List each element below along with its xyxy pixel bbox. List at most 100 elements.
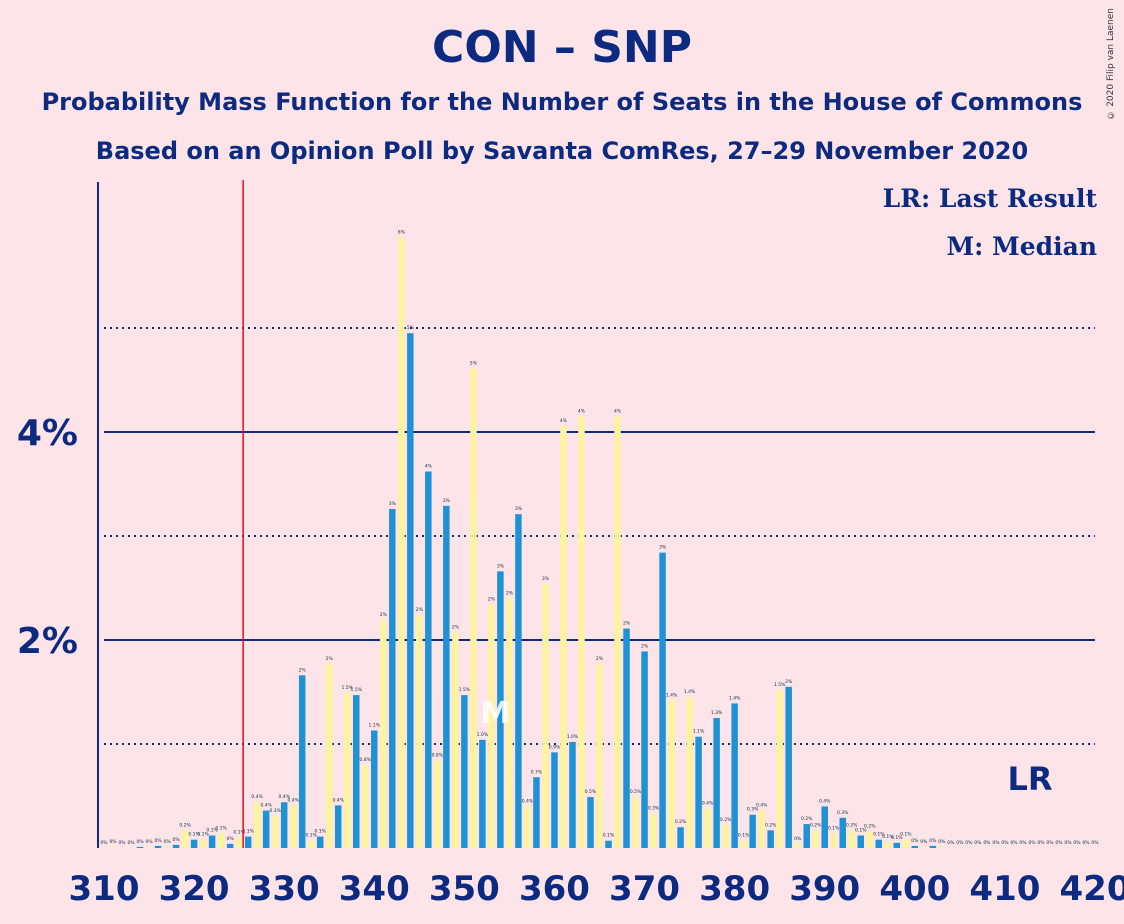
bar-value-label: 0.1% — [215, 825, 227, 831]
bar-value-label: 0.4% — [278, 794, 290, 800]
bar-value-label: 0% — [136, 839, 144, 845]
bar — [316, 836, 324, 848]
bar-value-label: 1.5% — [342, 685, 354, 691]
bar — [776, 689, 783, 848]
bar-value-label: 2% — [623, 621, 631, 627]
bar-value-label: 2% — [452, 625, 460, 631]
bar — [731, 703, 738, 848]
x-tick-label: 320 — [159, 869, 230, 909]
bar-value-label: 0.1% — [891, 835, 903, 841]
bar-value-label: 0% — [965, 840, 973, 846]
bar-value-label: 0.4% — [522, 798, 534, 804]
bar-value-label: 0.1% — [242, 829, 254, 835]
x-tick-label: 380 — [699, 869, 770, 909]
bar — [470, 368, 477, 848]
bar-value-label: 0% — [956, 840, 964, 846]
bar-value-label: 0% — [1028, 840, 1036, 846]
x-tick-label: 400 — [879, 869, 950, 909]
bar-value-label: 0.1% — [882, 834, 894, 840]
bar — [515, 514, 522, 848]
bar — [479, 739, 486, 848]
bar-value-label: 0% — [1073, 840, 1081, 846]
bar-value-label: 0.1% — [855, 828, 867, 834]
bar — [362, 764, 369, 848]
bar-value-label: 0.1% — [738, 833, 750, 839]
bar-value-label: 0% — [1037, 840, 1045, 846]
bar-value-label: 0.7% — [531, 769, 543, 775]
bar-value-label: 2% — [785, 679, 793, 685]
bar — [713, 718, 720, 848]
bar-value-label: 0% — [127, 840, 135, 846]
x-tick-label: 350 — [429, 869, 500, 909]
x-tick-label: 340 — [339, 869, 410, 909]
bar-value-label: 0.4% — [287, 797, 299, 803]
bar — [866, 831, 874, 848]
bar-value-label: 0.4% — [333, 797, 345, 803]
bar-value-label: 1.0% — [567, 734, 579, 740]
bar-value-label: 0% — [983, 840, 991, 846]
bar-value-label: 3% — [443, 498, 451, 504]
bar-value-label: 0.2% — [765, 822, 777, 828]
bar — [199, 839, 207, 848]
x-tick-label: 360 — [519, 869, 590, 909]
bar-value-label: 0.2% — [720, 817, 732, 823]
bar — [371, 730, 378, 848]
bar — [587, 797, 594, 848]
bar — [605, 840, 612, 848]
bar-value-label: 0.1% — [206, 828, 218, 834]
bar — [740, 840, 747, 848]
bar-value-label: 0.1% — [603, 833, 615, 839]
bar — [560, 425, 567, 848]
bar — [659, 552, 666, 848]
bar-value-label: 0% — [1082, 840, 1090, 846]
bar-value-label: 2% — [326, 656, 334, 662]
bar — [425, 471, 432, 848]
bar-value-label: 0.1% — [873, 832, 885, 838]
bar — [884, 841, 892, 848]
bar — [506, 598, 513, 848]
bar — [857, 835, 865, 848]
bar-value-label: 0.3% — [269, 808, 281, 814]
bar — [893, 842, 901, 848]
bar-value-label: 0.1% — [188, 832, 200, 838]
bar — [217, 833, 225, 848]
bar-value-label: 5% — [470, 361, 478, 367]
bar — [353, 695, 360, 848]
bar-value-label: 3% — [515, 506, 523, 512]
bar-value-label: 0.2% — [179, 822, 191, 828]
bar — [190, 839, 198, 848]
bar-value-label: 0% — [1019, 840, 1027, 846]
bar — [163, 846, 171, 848]
chart-title: CON – SNP — [432, 22, 692, 73]
bar-value-label: 0.4% — [251, 794, 263, 800]
bar — [812, 830, 819, 848]
bar — [524, 806, 531, 848]
bar — [253, 802, 261, 848]
bar-value-label: 0.5% — [585, 789, 597, 795]
bar — [271, 815, 279, 848]
bar-value-label: 0.1% — [233, 830, 245, 836]
bar-value-label: 5% — [407, 325, 415, 331]
bar-value-label: 0.8% — [432, 753, 444, 759]
bar-value-label: 1.4% — [729, 695, 741, 701]
bar — [686, 697, 693, 848]
x-tick-label: 410 — [969, 869, 1040, 909]
bar-value-label: 1.4% — [666, 692, 678, 698]
bar — [569, 741, 576, 848]
bar — [226, 843, 234, 848]
bar — [172, 844, 180, 848]
bar-value-label: 0% — [154, 838, 162, 844]
bar-value-label: 0.8% — [360, 757, 372, 763]
bar — [380, 620, 387, 848]
bar — [929, 845, 937, 848]
bar-value-label: 0.1% — [305, 833, 317, 839]
bar — [875, 839, 883, 848]
bar-value-label: 3% — [659, 545, 667, 551]
bar — [461, 695, 468, 848]
bar — [848, 830, 855, 848]
bar-value-label: 0% — [947, 840, 955, 846]
bar-value-label: 0.2% — [846, 822, 858, 828]
bar-value-label: 0% — [1091, 840, 1099, 846]
bar-value-label: 0% — [992, 840, 1000, 846]
bar — [443, 505, 450, 848]
